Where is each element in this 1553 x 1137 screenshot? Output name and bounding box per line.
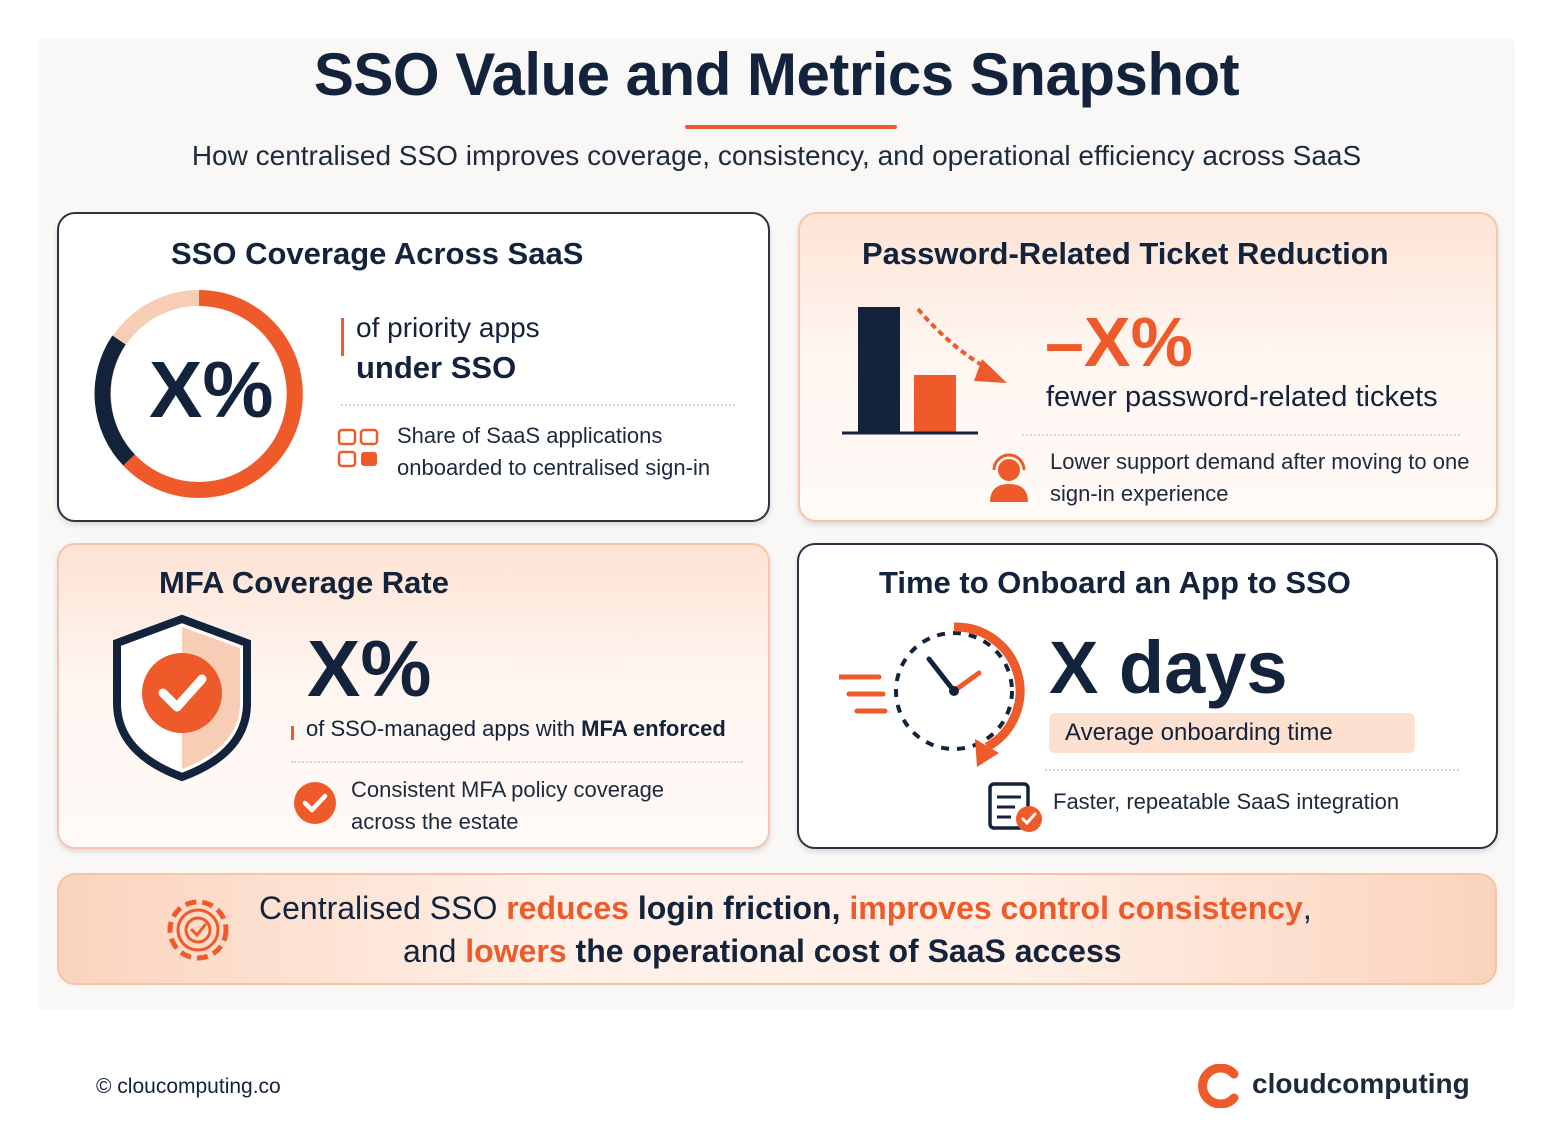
card-title: Time to Onboard an App to SSO [879,565,1351,600]
accent-bar [341,318,344,356]
note: Faster, repeatable SaaS integration [1053,789,1400,814]
brand-name: cloudcomputing [1252,1068,1470,1099]
card-ticket-reduction: Password-Related Ticket Reduction –X% fe… [798,212,1498,522]
banner-highlight: lowers [465,933,567,969]
metric: X% [149,345,274,434]
lead-bold: under SSO [356,350,517,385]
banner-line-1: Centralised SSO reduces login friction, … [259,890,1312,927]
banner-text: and [403,933,457,969]
subtitle: How centralised SSO improves coverage, c… [191,140,1362,171]
clock-icon [839,622,1025,767]
banner-text: Centralised SSO [259,890,498,926]
copyright: © cloucomputing.co [96,1075,281,1098]
brand-logo [1198,1064,1239,1108]
lead: of priority apps [356,312,540,343]
support-icon [990,453,1028,502]
note: Lower support demand after moving to one… [1050,449,1470,506]
doc-check-icon [988,782,1042,832]
caption: fewer password-related tickets [1046,381,1438,413]
card-onboarding-time: Time to Onboard an App to SSO X days Ave… [797,543,1498,849]
divider [1045,769,1459,771]
check-icon [294,782,336,824]
banner-bold: login friction, [637,890,841,926]
card-title: MFA Coverage Rate [159,565,449,600]
shield-icon [113,614,251,782]
divider [341,404,735,406]
bar-drop-icon [842,307,1007,435]
title: SSO Value and Metrics Snapshot [313,41,1240,108]
badge: Average onboarding time [1049,713,1415,753]
card-mfa-coverage: MFA Coverage Rate X% of SSO-managed apps… [57,543,770,849]
summary-banner: Centralised SSO reduces login friction, … [57,873,1497,985]
card-sso-coverage: SSO Coverage Across SaaS X% of priority … [57,212,770,522]
gear-icon [167,899,229,961]
donut-icon [94,290,303,498]
note: Consistent MFA policy coverage across th… [351,777,665,834]
note: Share of SaaS applications onboarded to … [397,423,711,480]
divider [291,761,743,763]
apps-icon [337,428,379,468]
panel [38,38,1515,1010]
banner-highlight: improves control consistency [849,890,1303,926]
banner-line-2: and lowers the operational cost of SaaS … [403,933,1122,970]
card-title: SSO Coverage Across SaaS [171,236,584,271]
caption-bold: MFA enforced [581,716,726,741]
card-title: Password-Related Ticket Reduction [862,236,1389,271]
banner-text: , [1302,890,1312,926]
title-rule [685,125,897,129]
metric: X% [307,624,432,713]
accent-bar [291,726,294,740]
caption: of SSO-managed apps with MFA enforced [306,716,726,742]
metric: –X% [1045,303,1193,381]
banner-highlight: reduces [506,890,629,926]
metric: X days [1049,626,1288,709]
divider [1022,434,1460,436]
banner-bold: the operational cost of SaaS access [575,933,1122,969]
caption-text: of SSO-managed apps with [306,716,576,741]
